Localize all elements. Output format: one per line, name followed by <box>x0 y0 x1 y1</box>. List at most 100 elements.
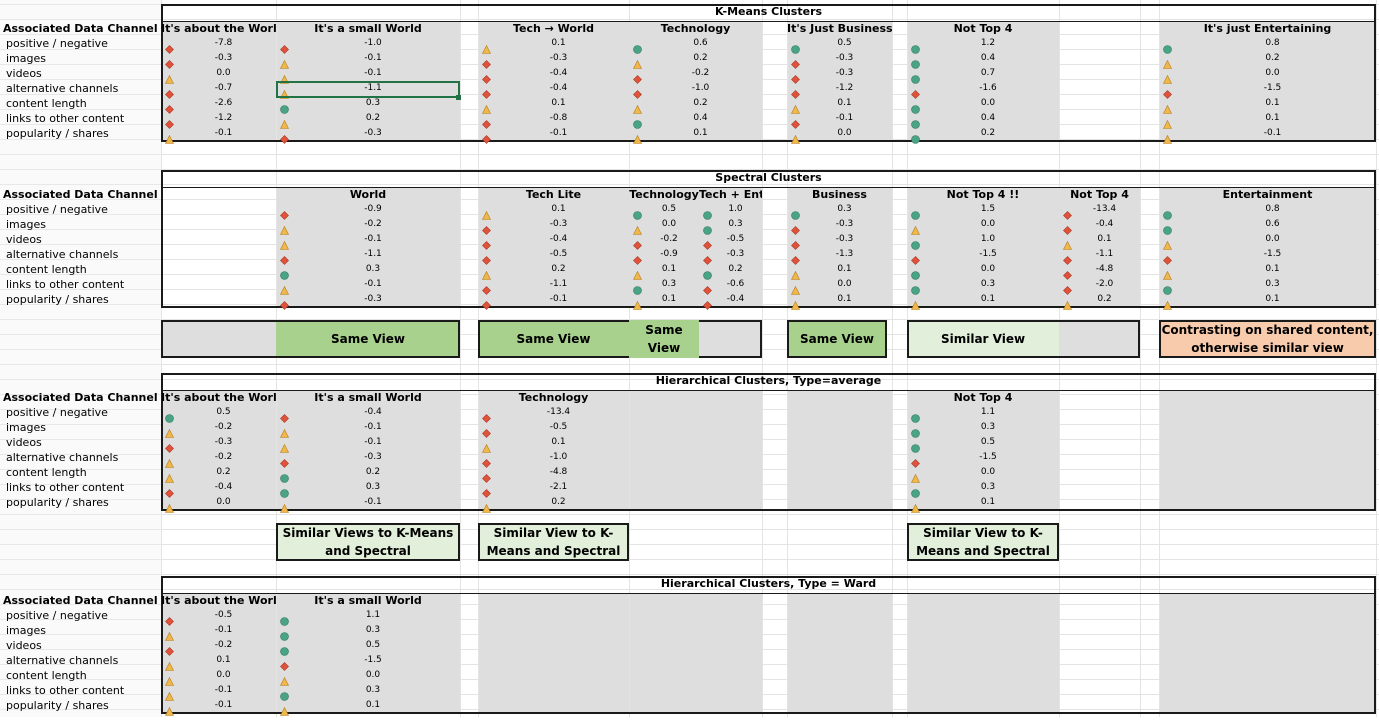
view-comparison-label: Same View <box>787 320 887 358</box>
cluster-header: It's just Entertaining <box>1203 22 1332 35</box>
cluster-value: 1.0 <box>980 234 996 244</box>
red-diamond-icon <box>165 39 174 54</box>
cluster-column-bg <box>277 390 460 510</box>
cluster-value: -1.5 <box>979 249 997 259</box>
section-title: Spectral Clusters <box>715 171 822 184</box>
section-title-divider <box>161 21 1376 22</box>
cluster-value: 0.5 <box>365 640 381 650</box>
yellow-triangle-icon <box>482 39 491 54</box>
cluster-value: -1.3 <box>835 249 854 259</box>
row-label: alternative channels <box>6 82 119 95</box>
green-circle-icon <box>911 54 920 69</box>
green-circle-icon <box>280 483 289 498</box>
cluster-value: -1.0 <box>691 83 710 93</box>
cluster-value: 1.0 <box>728 204 743 214</box>
cluster-value: 0.2 <box>980 128 996 138</box>
cluster-value: -0.1 <box>214 700 233 710</box>
green-circle-icon <box>703 265 712 280</box>
cluster-value: 0.2 <box>551 497 566 507</box>
cluster-value: -0.5 <box>214 610 233 620</box>
red-diamond-icon <box>280 656 289 671</box>
cluster-column-bg <box>277 593 460 713</box>
cluster-value: -1.5 <box>1263 249 1282 259</box>
cluster-value: 1.1 <box>980 407 996 417</box>
cluster-value: 0.3 <box>728 219 743 229</box>
cluster-value: -0.5 <box>726 234 745 244</box>
view-comparison-label: Contrasting on shared content, otherwise… <box>1159 320 1376 358</box>
grid-line-h <box>0 154 1379 155</box>
red-diamond-icon <box>280 129 289 144</box>
section-border <box>161 170 1376 308</box>
cluster-column-bg <box>908 187 1140 307</box>
cluster-value: -0.5 <box>549 422 568 432</box>
green-circle-icon <box>280 99 289 114</box>
cluster-value: -1.1 <box>1095 249 1114 259</box>
cluster-value: -0.1 <box>364 437 382 447</box>
cluster-header: Business <box>812 188 867 201</box>
cluster-value: -0.1 <box>364 279 382 289</box>
grid-line-v <box>1376 0 1377 717</box>
cluster-value: 0.2 <box>216 467 231 477</box>
red-diamond-icon <box>482 220 491 235</box>
yellow-triangle-icon <box>633 99 642 114</box>
fill-handle[interactable] <box>456 95 461 100</box>
green-circle-icon <box>911 423 920 438</box>
green-circle-icon <box>911 265 920 280</box>
yellow-triangle-icon <box>791 280 800 295</box>
yellow-triangle-icon <box>165 129 174 144</box>
yellow-triangle-icon <box>1163 69 1172 84</box>
green-circle-icon <box>633 39 642 54</box>
cluster-value: -0.2 <box>691 68 710 78</box>
cluster-value: -2.1 <box>549 482 568 492</box>
red-diamond-icon <box>482 408 491 423</box>
associated-data-channel-header: Associated Data Channel <box>3 22 158 35</box>
cluster-value: 0.3 <box>365 264 381 274</box>
yellow-triangle-icon <box>280 54 289 69</box>
green-circle-icon <box>1163 220 1172 235</box>
grid-line-v <box>787 0 788 717</box>
red-diamond-icon <box>165 114 174 129</box>
cluster-header: Not Top 4 <box>953 22 1013 35</box>
yellow-triangle-icon <box>911 468 920 483</box>
cluster-value: -0.4 <box>214 482 233 492</box>
selected-cell[interactable] <box>276 81 460 98</box>
yellow-triangle-icon <box>165 686 174 701</box>
grid-line-v <box>276 0 277 717</box>
yellow-triangle-icon <box>1163 54 1172 69</box>
row-label: content length <box>6 97 87 110</box>
red-diamond-icon <box>791 250 800 265</box>
cluster-column-bg <box>908 390 1059 510</box>
cluster-column-bg <box>788 593 892 713</box>
cluster-value: -0.1 <box>364 422 382 432</box>
red-diamond-icon <box>791 69 800 84</box>
cluster-value: -13.4 <box>546 407 571 417</box>
row-label: popularity / shares <box>6 127 109 140</box>
grid-line-h <box>0 574 1379 575</box>
cluster-value: 0.1 <box>551 38 566 48</box>
cluster-value: 0.3 <box>365 685 381 695</box>
cluster-value: -0.3 <box>835 219 854 229</box>
green-circle-icon <box>911 99 920 114</box>
cluster-value: 0.0 <box>216 497 231 507</box>
grid-line-h <box>0 559 1379 560</box>
green-circle-icon <box>791 39 800 54</box>
cluster-value: -0.3 <box>364 452 382 462</box>
green-circle-icon <box>1163 39 1172 54</box>
cluster-value: 0.1 <box>661 264 677 274</box>
cluster-value: -0.7 <box>214 83 233 93</box>
cluster-value: -0.1 <box>214 128 233 138</box>
row-label: popularity / shares <box>6 496 109 509</box>
red-diamond-icon <box>165 438 174 453</box>
yellow-triangle-icon <box>1163 235 1172 250</box>
view-comparison-label: Similar View to K-Means and Spectral <box>478 523 629 561</box>
cluster-value: -0.3 <box>835 234 854 244</box>
row-label: links to other content <box>6 481 125 494</box>
row-label: images <box>6 421 46 434</box>
cluster-value: 0.8 <box>1265 38 1280 48</box>
cluster-column-bg <box>277 187 460 307</box>
row-label: positive / negative <box>6 37 108 50</box>
cluster-column-bg <box>1160 593 1376 713</box>
grid-line-h <box>0 514 1379 515</box>
cluster-value: 0.1 <box>693 128 708 138</box>
cluster-value: 0.0 <box>216 670 231 680</box>
